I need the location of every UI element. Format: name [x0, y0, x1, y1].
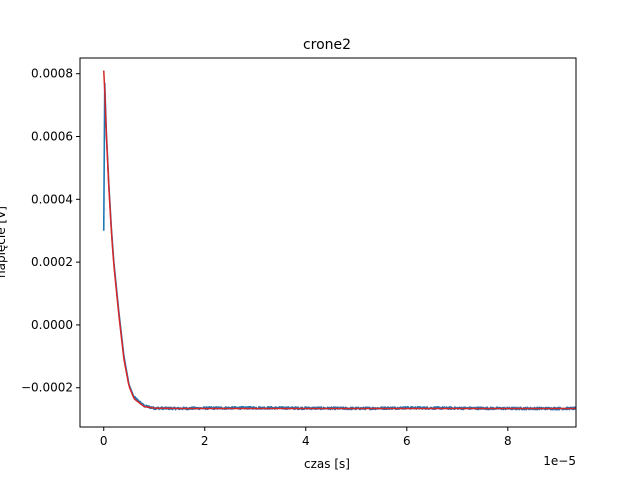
y-axis-label: napięcie [V]	[0, 206, 8, 278]
x-axis: 0 2 4 6 8	[100, 427, 512, 448]
plot-frame	[79, 57, 577, 428]
x-tick-label: 8	[504, 434, 512, 448]
y-tick-label: 0.0006	[31, 130, 73, 144]
y-tick-label: −0.0002	[21, 381, 73, 395]
x-axis-label: czas [s]	[304, 457, 350, 471]
y-tick-label: 0.0008	[31, 67, 73, 81]
chart-title: crone2	[303, 37, 351, 53]
x-axis-offset-label: 1e−5	[543, 454, 576, 468]
x-tick-label: 2	[201, 434, 209, 448]
plot-area	[102, 70, 576, 411]
y-axis: 0.0008 0.0006 0.0004 0.0002 0.0000 −0.0002	[21, 67, 80, 395]
y-tick-label: 0.0004	[31, 192, 73, 206]
x-tick-label: 6	[403, 434, 411, 448]
y-tick-label: 0.0002	[31, 255, 73, 269]
y-tick-label: 0.0000	[31, 318, 73, 332]
series-line-2	[102, 70, 576, 410]
x-tick-label: 4	[302, 434, 310, 448]
x-tick-label: 0	[100, 434, 108, 448]
